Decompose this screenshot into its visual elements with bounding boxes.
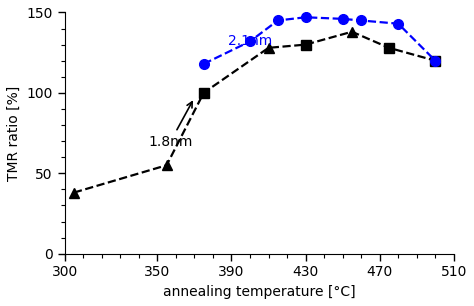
Text: 1.8nm: 1.8nm: [148, 102, 192, 149]
Text: 2.1nm: 2.1nm: [228, 34, 272, 48]
X-axis label: annealing temperature [°C]: annealing temperature [°C]: [163, 285, 356, 299]
Y-axis label: TMR ratio [%]: TMR ratio [%]: [7, 85, 21, 181]
